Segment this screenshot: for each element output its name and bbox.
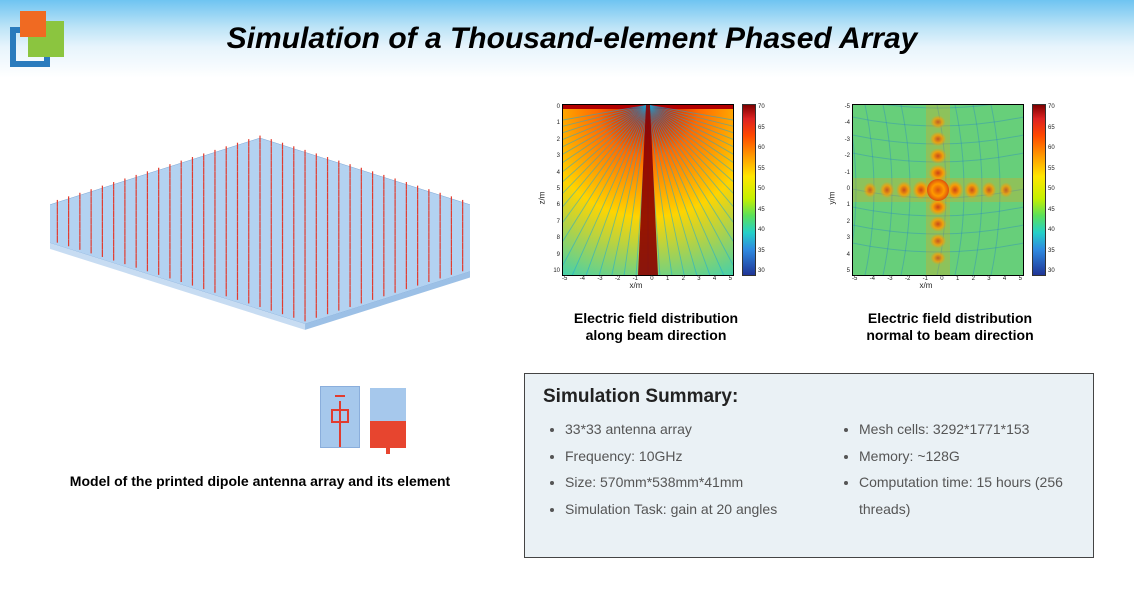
logo — [10, 11, 70, 71]
plot1-xlabel: x/m — [540, 281, 732, 290]
summary-item: Computation time: 15 hours (256 threads) — [859, 469, 1075, 522]
element-front-icon — [320, 386, 360, 448]
summary-title: Simulation Summary: — [543, 386, 1075, 408]
plot1-caption: Electric field distributionalong beam di… — [526, 310, 786, 344]
colorbar — [1032, 104, 1046, 276]
summary-item: 33*33 antenna array — [565, 416, 817, 443]
summary-item: Simulation Task: gain at 20 angles — [565, 496, 817, 523]
plot2-ylabel: y/m — [828, 192, 837, 205]
plot2-caption: Electric field distributionnormal to bea… — [820, 310, 1080, 344]
summary-item: Size: 570mm*538mm*41mm — [565, 469, 817, 496]
field-plot-along-beam: z/m 012345678910 -5-4-3-2-1012345 x/m 70… — [540, 98, 770, 298]
page-title: Simulation of a Thousand-element Phased … — [70, 22, 1134, 56]
summary-item: Mesh cells: 3292*1771*153 — [859, 416, 1075, 443]
summary-item: Frequency: 10GHz — [565, 443, 817, 470]
plot2-xlabel: x/m — [830, 281, 1022, 290]
antenna-array-caption: Model of the printed dipole antenna arra… — [30, 473, 490, 489]
summary-list-right: Mesh cells: 3292*1771*153Memory: ~128GCo… — [837, 416, 1075, 522]
header: Simulation of a Thousand-element Phased … — [0, 0, 1134, 78]
content: Model of the printed dipole antenna arra… — [0, 78, 1134, 600]
plot1-ylabel: z/m — [538, 192, 547, 205]
field-plot-normal-beam: y/m -5-4-3-2-1012345 -5-4-3-2-1012345 x/… — [830, 98, 1060, 298]
summary-item: Memory: ~128G — [859, 443, 1075, 470]
summary-list-left: 33*33 antenna arrayFrequency: 10GHzSize:… — [543, 416, 817, 522]
element-side-icon — [370, 388, 406, 448]
antenna-element-detail — [320, 378, 440, 448]
simulation-summary-box: Simulation Summary: 33*33 antenna arrayF… — [524, 373, 1094, 558]
colorbar — [742, 104, 756, 276]
